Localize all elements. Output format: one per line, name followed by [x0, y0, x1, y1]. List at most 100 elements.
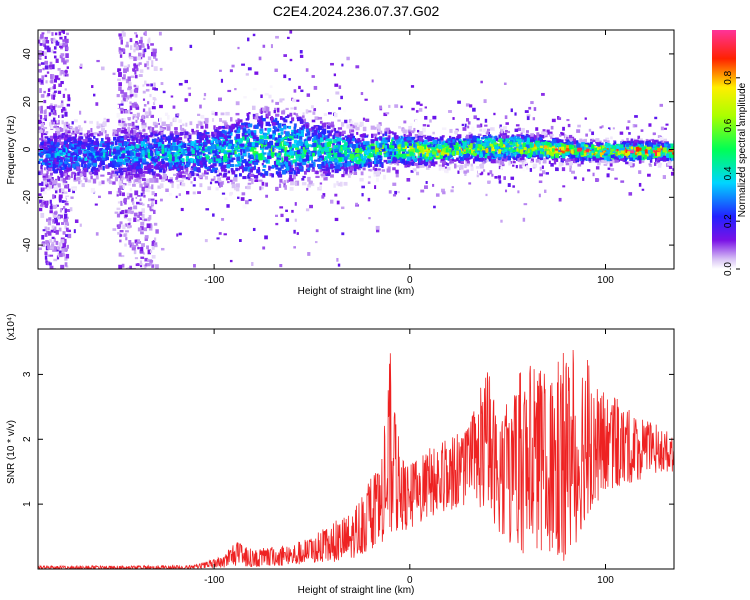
heatmap-cell	[239, 124, 244, 130]
heatmap-cell	[312, 111, 316, 115]
heatmap-cell	[495, 149, 499, 152]
heatmap-cell	[58, 83, 62, 87]
heatmap-cell	[458, 148, 462, 152]
heatmap-cell	[267, 152, 272, 157]
heatmap-cell	[564, 159, 569, 163]
heatmap-cell	[52, 249, 56, 252]
heatmap-cell	[415, 110, 419, 113]
heatmap-cell	[133, 63, 137, 66]
heatmap-cell	[663, 138, 668, 143]
heatmap-cell	[126, 224, 131, 229]
heatmap-cell	[49, 172, 54, 176]
heatmap-cell	[131, 247, 136, 251]
heatmap-cell	[467, 121, 471, 125]
heatmap-cell	[420, 189, 425, 193]
heatmap-cell	[272, 136, 275, 140]
heatmap-cell	[131, 197, 134, 201]
heatmap-cell	[241, 146, 245, 151]
heatmap-cell	[135, 148, 138, 152]
heatmap-cell	[66, 244, 69, 249]
heatmap-cell	[188, 92, 192, 97]
heatmap-cell	[120, 89, 124, 94]
heatmap-cell	[40, 162, 44, 167]
heatmap-cell	[438, 166, 442, 171]
heatmap-cell	[373, 171, 378, 176]
heatmap-cell	[187, 142, 192, 146]
heatmap-cell	[151, 171, 156, 176]
heatmap-cell	[610, 136, 613, 140]
heatmap-cell	[121, 94, 126, 98]
heatmap-cell	[424, 115, 428, 120]
heatmap-cell	[294, 270, 296, 273]
heatmap-cell	[361, 193, 364, 197]
heatmap-cell	[333, 112, 338, 118]
heatmap-cell	[41, 181, 44, 186]
heatmap-cell	[401, 158, 406, 164]
heatmap-cell	[441, 188, 445, 193]
heatmap-cell	[265, 194, 269, 198]
heatmap-cell	[279, 264, 283, 268]
heatmap-cell	[333, 151, 336, 157]
heatmap-cell	[470, 163, 474, 169]
heatmap-cell	[539, 166, 542, 171]
heatmap-cell	[53, 186, 58, 191]
heatmap-cell	[175, 159, 179, 162]
heatmap-cell	[218, 131, 223, 134]
heatmap-cell	[388, 190, 392, 194]
heatmap-cell	[420, 164, 425, 168]
heatmap-cell	[367, 147, 370, 152]
heatmap-cell	[190, 167, 193, 171]
heatmap-cell	[224, 197, 228, 200]
heatmap-cell	[49, 199, 52, 204]
heatmap-cell	[93, 93, 96, 97]
heatmap-cell	[446, 139, 449, 142]
heatmap-cell	[221, 144, 225, 149]
heatmap-cell	[386, 168, 391, 173]
heatmap-cell	[454, 137, 458, 141]
heatmap-cell	[58, 242, 62, 247]
heatmap-cell	[153, 66, 158, 71]
heatmap-cell	[596, 178, 600, 182]
heatmap-cell	[277, 132, 281, 136]
heatmap-cell	[376, 159, 380, 165]
heatmap-cell	[110, 151, 115, 155]
heatmap-cell	[132, 201, 135, 205]
heatmap-cell	[340, 148, 343, 153]
heatmap-cell	[118, 72, 122, 77]
heatmap-cell	[128, 180, 132, 183]
heatmap-cell	[388, 104, 391, 108]
heatmap-cell	[142, 167, 145, 172]
heatmap-cell	[142, 173, 146, 177]
heatmap-cell	[186, 190, 190, 195]
heatmap-cell	[636, 156, 640, 161]
heatmap-cell	[59, 170, 64, 174]
heatmap-cell	[331, 129, 335, 132]
heatmap-cell	[403, 160, 408, 166]
heatmap-cell	[362, 126, 367, 132]
heatmap-cell	[380, 139, 385, 144]
heatmap-cell	[205, 208, 210, 211]
heatmap-cell	[50, 38, 54, 42]
heatmap-cell	[175, 195, 178, 199]
heatmap-cell	[129, 38, 133, 43]
heatmap-cell	[287, 153, 291, 158]
heatmap-cell	[283, 153, 288, 158]
heatmap-cell	[670, 171, 674, 176]
heatmap-cell	[183, 149, 187, 152]
heatmap-cell	[42, 176, 47, 181]
heatmap-cell	[57, 105, 62, 108]
heatmap-cell	[147, 204, 150, 208]
heatmap-cell	[147, 126, 152, 130]
heatmap-cell	[583, 144, 588, 147]
heatmap-cell	[54, 188, 58, 194]
heatmap-cell	[159, 67, 163, 71]
heatmap-cell	[474, 156, 480, 162]
heatmap-cell	[143, 135, 147, 141]
heatmap-cell	[122, 224, 126, 230]
heatmap-cell	[384, 131, 387, 136]
heatmap-cell	[118, 224, 122, 228]
heatmap-cell	[450, 152, 453, 158]
heatmap-cell	[290, 146, 294, 151]
heatmap-cell	[130, 75, 135, 78]
heatmap-cell	[392, 194, 397, 197]
